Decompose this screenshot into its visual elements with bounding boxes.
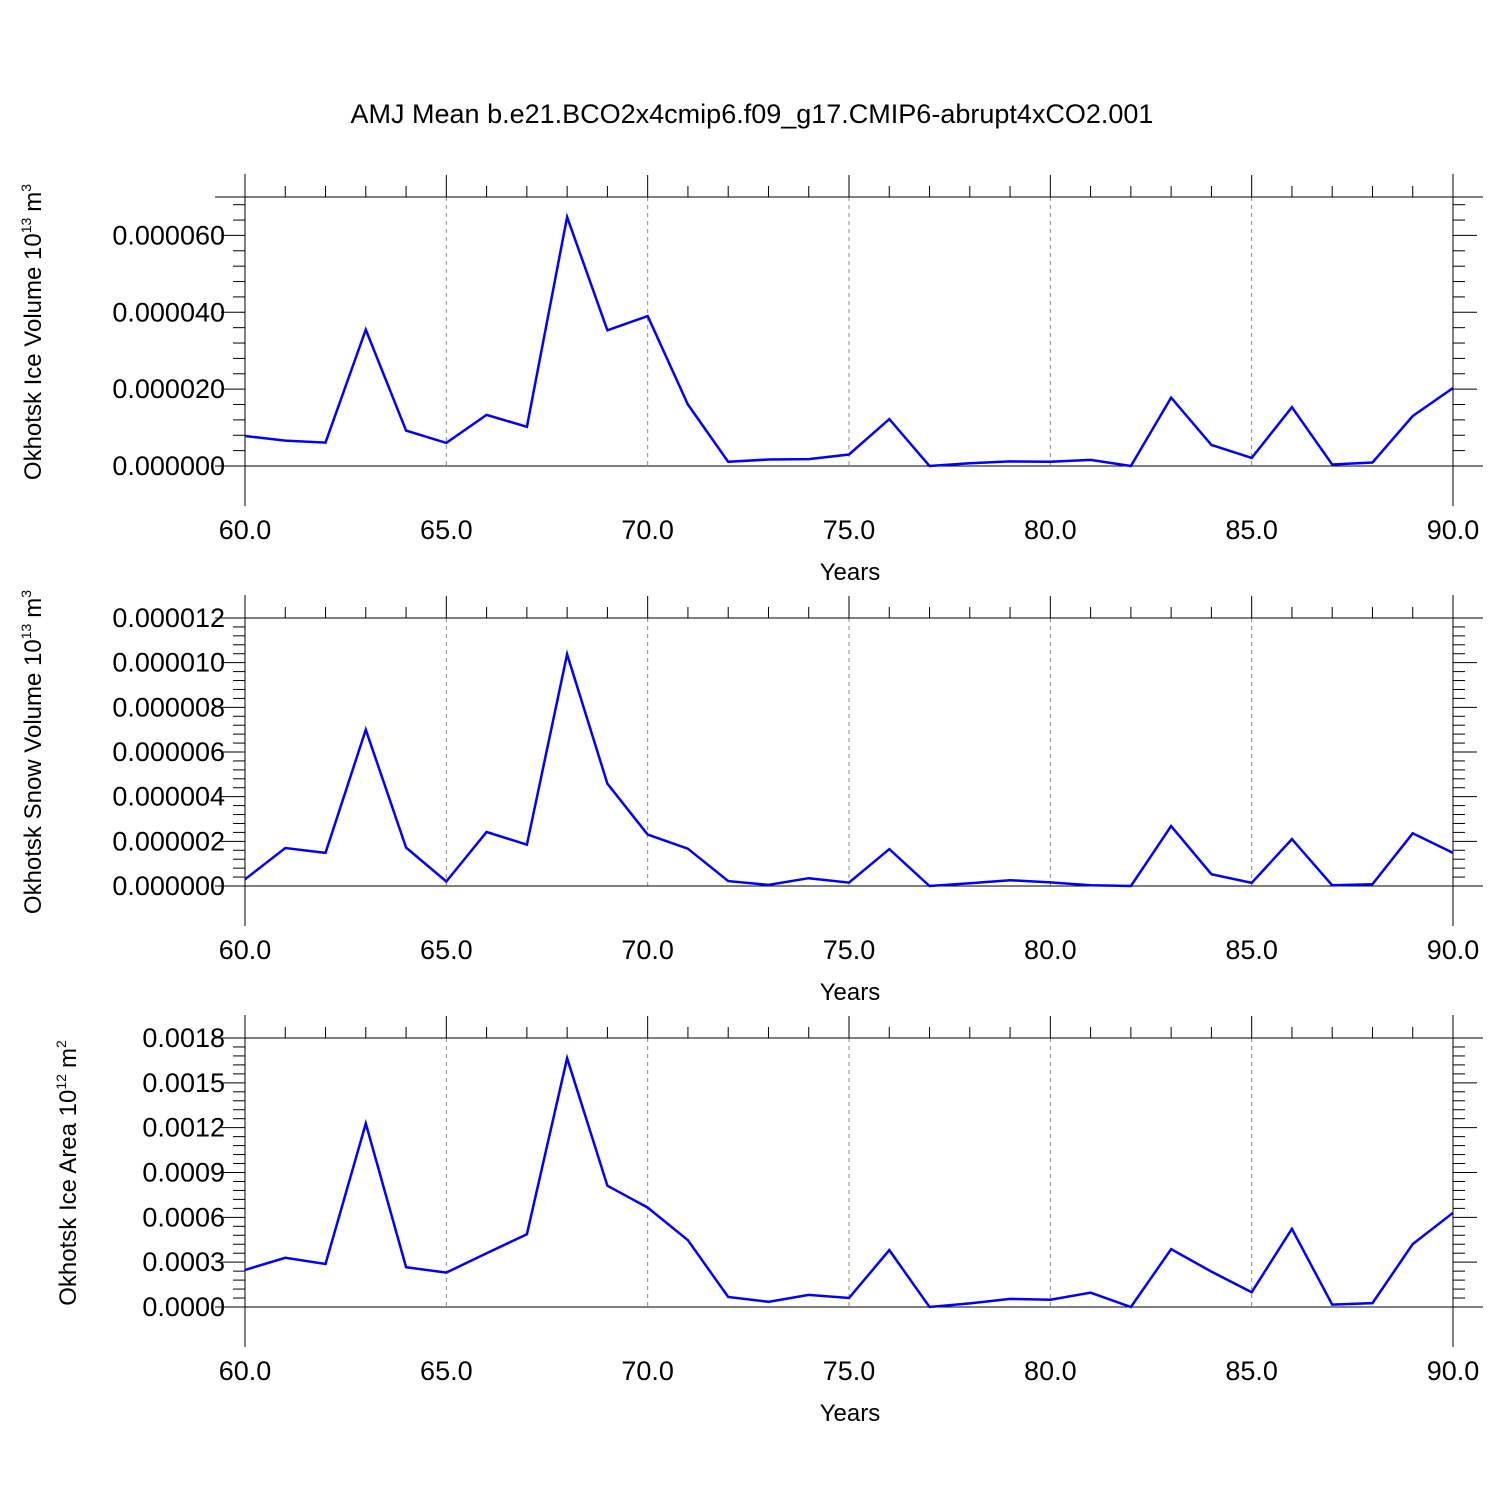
panel-ice-area-x-tick-label: 65.0: [420, 1356, 473, 1386]
panel-ice-area-y-tick-label: 0.0006: [142, 1202, 225, 1232]
panel-ice-area-x-tick-label: 75.0: [823, 1356, 876, 1386]
panel-snow-volume-x-tick-label: 60.0: [219, 935, 272, 965]
panel-snow-volume-x-tick-label: 85.0: [1225, 935, 1278, 965]
panel-ice-area-y-tick-label: 0.0012: [142, 1113, 225, 1143]
panel-ice-volume: Okhotsk Ice Volume 1013m3 Years 60.0 65.0…: [18, 174, 1483, 586]
panel-ice-area-y-tick-label: 0.0003: [142, 1247, 225, 1277]
panel-ice-area-x-tick-label: 60.0: [219, 1356, 272, 1386]
panel-snow-volume-ylabel: Okhotsk Snow Volume 1013m3: [18, 590, 47, 914]
panel-snow-volume-x-tick-label: 65.0: [420, 935, 473, 965]
panel-snow-volume-y-tick-label: 0.000006: [112, 737, 225, 767]
panel-ice-volume-x-tick-label: 75.0: [823, 515, 876, 545]
panel-ice-area-y-tick-label: 0.0015: [142, 1068, 225, 1098]
panel-snow-volume-y-tick-label: 0.000008: [112, 692, 225, 722]
panel-ice-volume-y-tick-label: 0.000000: [112, 451, 225, 481]
panel-ice-area-x-tick-label: 85.0: [1225, 1356, 1278, 1386]
panel-ice-area-x-tick-label: 80.0: [1024, 1356, 1077, 1386]
panel-ice-area-series-line: [244, 1053, 1454, 1309]
panel-ice-volume-y-tick-label: 0.000020: [112, 374, 225, 404]
panel-ice-area-x-tick-label: 90.0: [1427, 1356, 1480, 1386]
panel-ice-volume-y-tick-label: 0.000040: [112, 297, 225, 327]
panel-ice-volume-series-line: [244, 212, 1454, 468]
panel-ice-volume-x-tick-label: 65.0: [420, 515, 473, 545]
panel-ice-area-xlabel: Years: [820, 1400, 881, 1427]
panel-ice-area-ylabel: Okhotsk Ice Area 1012m2: [53, 1040, 82, 1306]
panel-snow-volume-y-tick-label: 0.000012: [112, 603, 225, 633]
panel-ice-volume-xlabel: Years: [820, 559, 881, 586]
panel-ice-volume-x-tick-label: 70.0: [621, 515, 674, 545]
panel-snow-volume-y-tick-label: 0.000002: [112, 826, 225, 856]
panel-ice-volume-x-tick-label: 90.0: [1427, 515, 1480, 545]
panel-snow-volume-y-tick-label: 0.000004: [112, 782, 225, 812]
panel-ice-volume-x-tick-label: 60.0: [219, 515, 272, 545]
panel-snow-volume-series-line: [244, 649, 1454, 888]
panel-ice-area: Okhotsk Ice Area 1012m2 Years 60.0 65.0 70…: [53, 1015, 1483, 1427]
panel-ice-area-y-tick-label: 0.0009: [142, 1158, 225, 1188]
panel-snow-volume-x-tick-label: 75.0: [823, 935, 876, 965]
panel-snow-volume-x-tick-label: 70.0: [621, 935, 674, 965]
panel-snow-volume-x-tick-label: 90.0: [1427, 935, 1480, 965]
panel-snow-volume-y-tick-label: 0.000010: [112, 648, 225, 678]
panel-snow-volume-x-tick-label: 80.0: [1024, 935, 1077, 965]
panel-ice-volume-y-tick-label: 0.000060: [112, 220, 225, 250]
panel-ice-area-y-tick-label: 0.0018: [142, 1023, 225, 1053]
panel-ice-volume-ylabel: Okhotsk Ice Volume 1013m3: [18, 184, 47, 480]
figure-title: AMJ Mean b.e21.BCO2x4cmip6.f09_g17.CMIP6…: [351, 99, 1154, 129]
panel-ice-area-x-tick-label: 70.0: [621, 1356, 674, 1386]
panel-ice-area-y-tick-label: 0.0000: [142, 1292, 225, 1322]
panel-snow-volume: Okhotsk Snow Volume 1013m3 Years 60.0 65.…: [18, 590, 1483, 1006]
panel-snow-volume-y-tick-label: 0.000000: [112, 871, 225, 901]
panel-snow-volume-xlabel: Years: [820, 979, 881, 1006]
panel-ice-volume-x-tick-label: 85.0: [1225, 515, 1278, 545]
panel-ice-volume-x-tick-label: 80.0: [1024, 515, 1077, 545]
